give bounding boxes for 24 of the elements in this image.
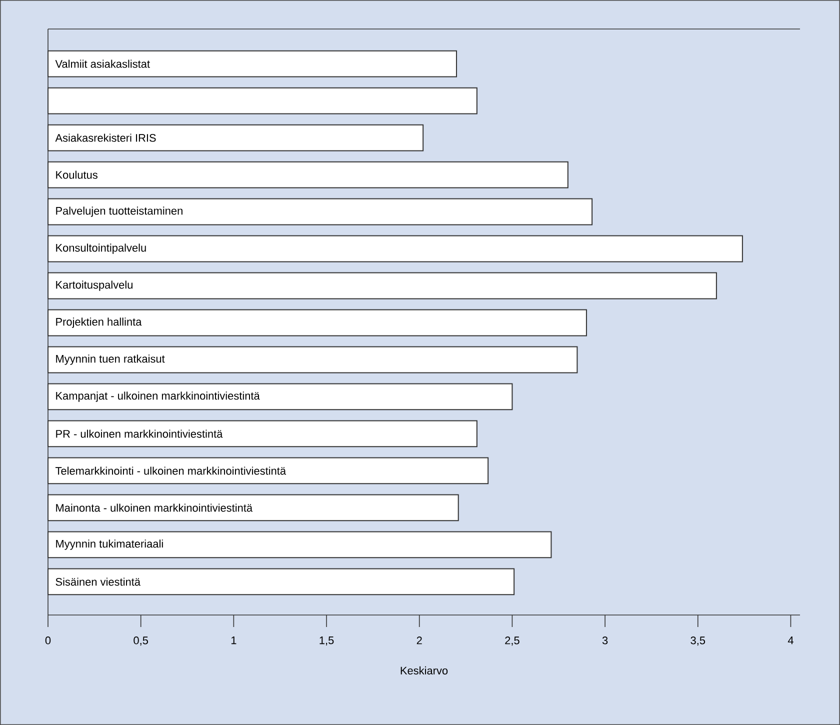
x-axis-title: Keskiarvo	[400, 666, 448, 674]
x-tick-label: 2	[416, 636, 422, 644]
y-tick-label: Telemarkkinointi - ulkoinen markkinointiviestintä	[55, 466, 286, 475]
y-tick-label: Myynnin tuen ratkaisut	[56, 354, 165, 365]
x-tick-label: 3,5	[690, 636, 706, 646]
y-tick-label: Koulutus	[56, 170, 98, 179]
y-tick-label: Projektien hallinta	[56, 318, 142, 328]
y-tick-label: Sisäinen viestintä	[56, 578, 140, 586]
y-tick-label: Kampanjat - ulkoinen markkinointiviestintä	[56, 392, 260, 402]
x-tick-label: 1	[231, 636, 236, 644]
y-tick-label: Asiakasrekisteri IRIS	[55, 134, 156, 142]
y-tick-label: Palvelujen tuotteistaminen	[56, 206, 182, 217]
x-tick-label: 3	[602, 636, 608, 644]
y-tick-label: Myynnin tukimateriaali	[56, 540, 163, 550]
y-tick-label: Konsultointipalvelu	[56, 244, 146, 254]
x-tick-label: 0	[45, 636, 51, 644]
y-tick-label: Valmiit asiakaslistat	[55, 60, 150, 68]
x-tick-label: 1,5	[320, 636, 334, 646]
y-tick-label: PR - ulkoinen markkinointiviestintä	[56, 430, 223, 438]
x-tick-label: 4	[788, 636, 794, 644]
y-tick-label: Mainonta - ulkoinen markkinointiviestintä	[56, 504, 253, 512]
x-tick-label: 2,5	[505, 636, 520, 646]
x-tick-label: 0,5	[134, 636, 148, 646]
y-tick-label: Kartoituspalvelu	[56, 280, 132, 291]
